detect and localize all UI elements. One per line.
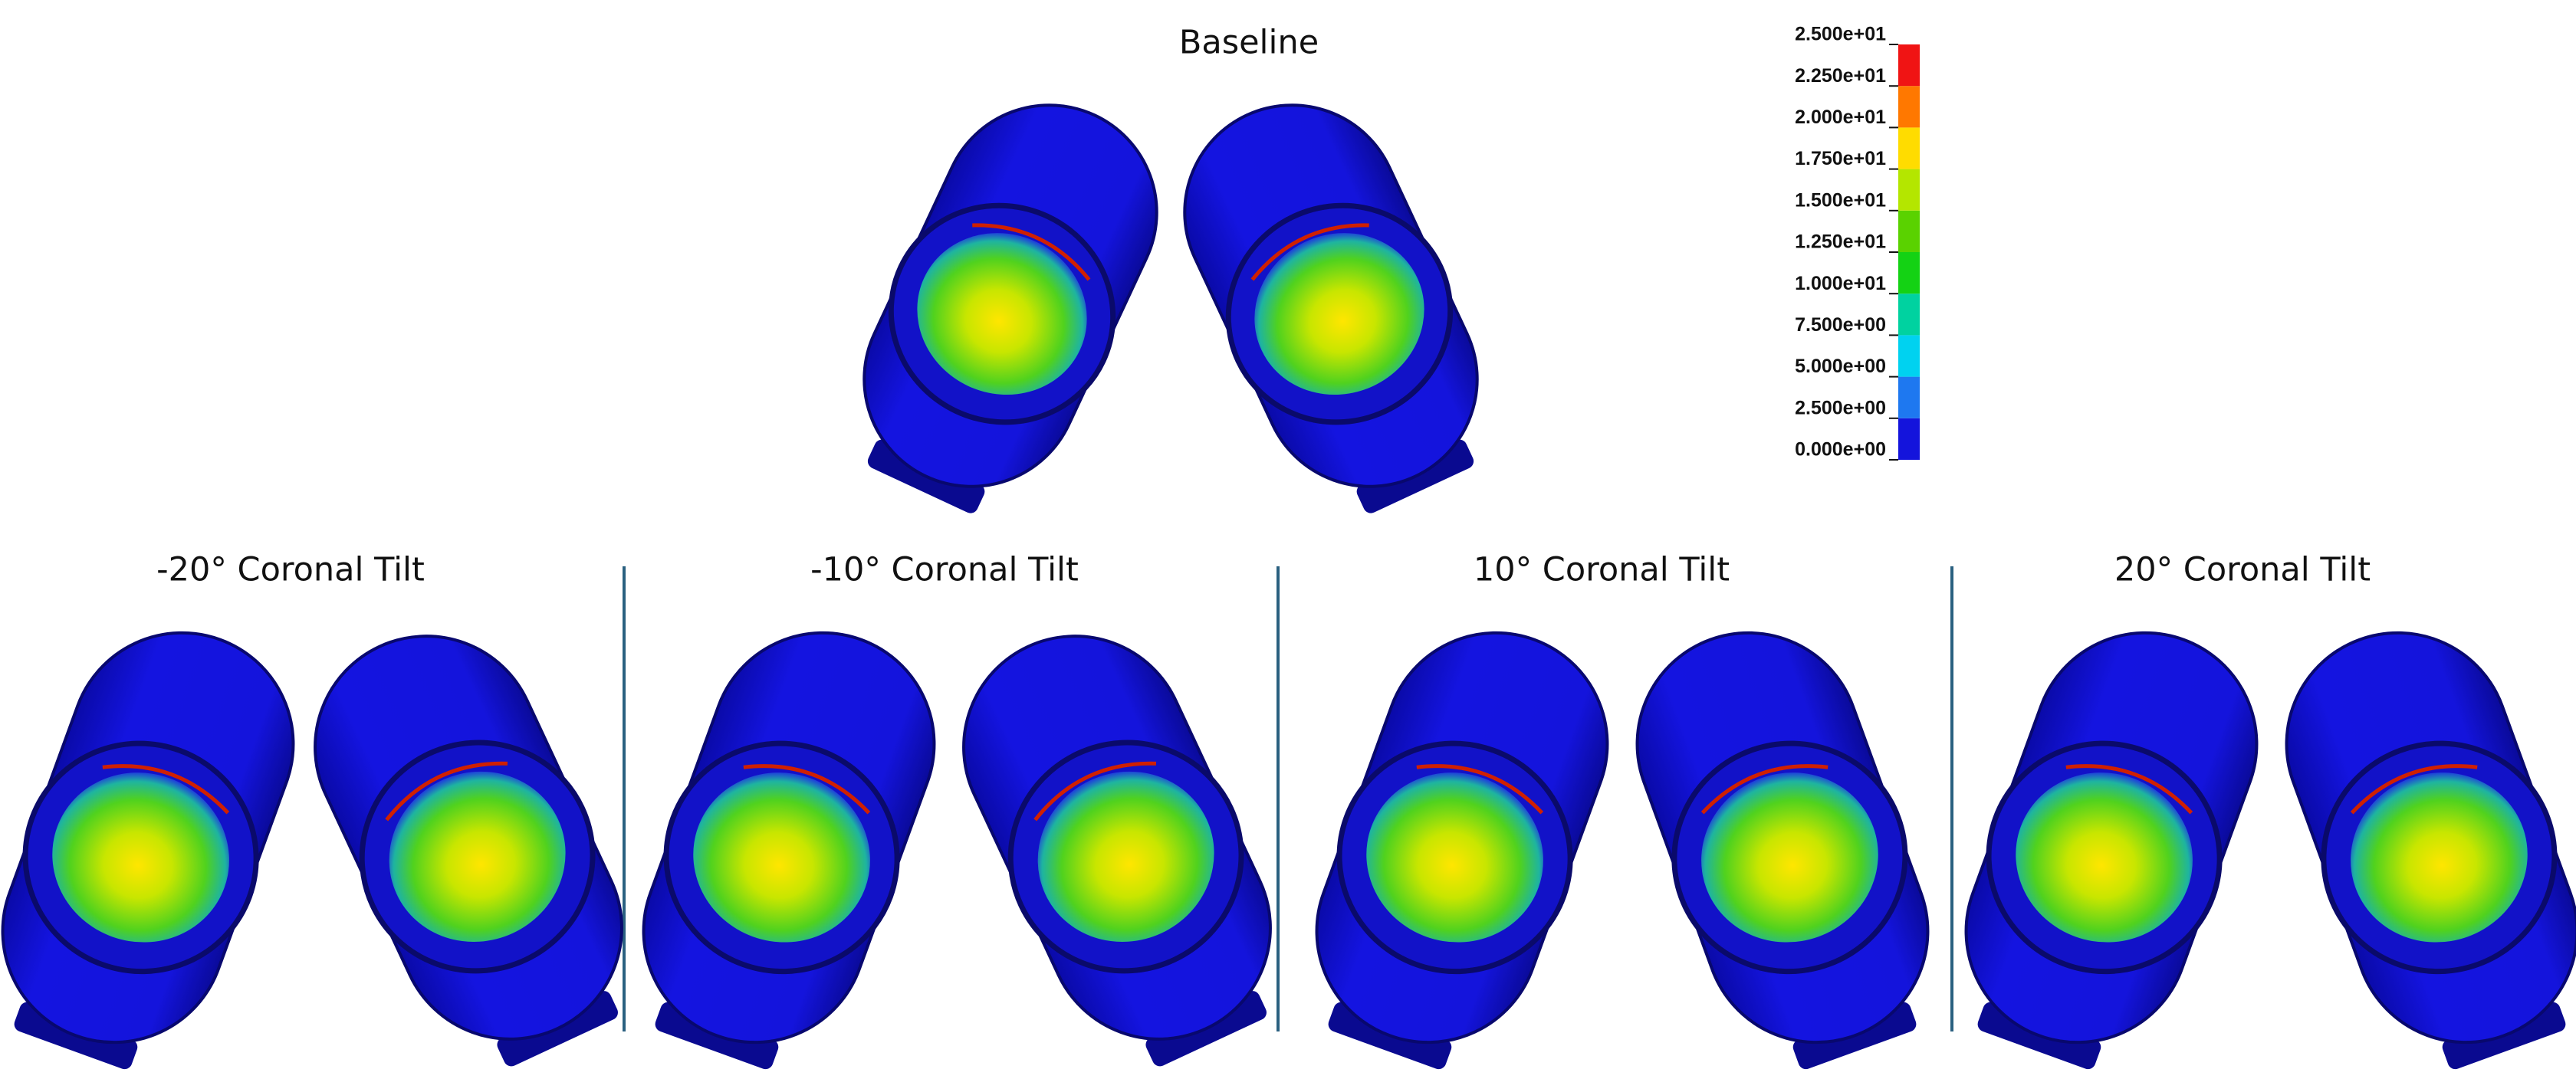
rim-edge: [1033, 761, 1157, 822]
rim-edge: [1250, 223, 1369, 281]
implant: [1964, 631, 2259, 1070]
baseline-title: Baseline: [1179, 24, 1319, 62]
colorbar-label: 1.500e+01: [1795, 189, 1886, 211]
contact-zone: [389, 771, 566, 943]
rim-edge: [1700, 764, 1829, 815]
rim-edge: [1416, 764, 1544, 815]
dividers: [623, 566, 1953, 1031]
implant: [1315, 631, 1609, 1070]
contact-zone: [52, 772, 229, 943]
implant: [1183, 103, 1479, 513]
colorbar-band: [1898, 335, 1920, 377]
colorbar-label: 2.500e+00: [1795, 397, 1886, 418]
contact-zone: [1037, 771, 1214, 943]
colorbar-label: 7.500e+00: [1795, 314, 1886, 336]
implant: [2285, 631, 2576, 1070]
colorbar-label: 2.500e+01: [1795, 24, 1886, 45]
implant: [962, 635, 1272, 1067]
colorbar-band: [1898, 294, 1920, 336]
implant: [1, 631, 295, 1070]
colorbar: 0.000e+00 2.500e+00 5.000e+00 7.500e+00 1.00…: [1795, 24, 1920, 461]
colorbar-band: [1898, 418, 1920, 460]
rim-edge: [2065, 764, 2193, 815]
implant: [642, 631, 936, 1070]
colorbar-band: [1898, 252, 1920, 294]
panel-title: 10° Coronal Tilt: [1474, 551, 1730, 589]
rim-edge: [102, 764, 230, 815]
colorbar-label: 1.000e+01: [1795, 273, 1886, 294]
contact-zone: [2351, 772, 2528, 943]
colorbar-band: [1898, 210, 1920, 252]
contact-zone: [1254, 233, 1424, 395]
colorbar-label: 5.000e+00: [1795, 356, 1886, 377]
implant: [314, 635, 623, 1067]
colorbar-label: 1.750e+01: [1795, 148, 1886, 169]
colorbar-label: 1.250e+01: [1795, 231, 1886, 253]
implant: [1635, 631, 1930, 1070]
colorbar-label: 2.250e+01: [1795, 65, 1886, 87]
panel-title: -20° Coronal Tilt: [156, 551, 425, 589]
colorbar-band: [1898, 86, 1920, 128]
rim-edge: [972, 223, 1091, 281]
contact-zone: [1366, 772, 1543, 943]
implants: [1, 103, 2576, 1070]
contact-zone: [693, 772, 870, 943]
colorbar-band: [1898, 169, 1920, 211]
colorbar-band: [1898, 127, 1920, 169]
panel-title: 20° Coronal Tilt: [2114, 551, 2371, 589]
rim-edge: [743, 764, 871, 815]
colorbar-label: 0.000e+00: [1795, 439, 1886, 461]
colorbar-band: [1898, 44, 1920, 87]
rim-edge: [2350, 764, 2478, 815]
rim-edge: [385, 761, 508, 822]
colorbar-label: 2.000e+01: [1795, 107, 1886, 128]
contact-zone: [1701, 772, 1878, 943]
contact-zone: [917, 233, 1087, 395]
panel-title: -10° Coronal Tilt: [810, 551, 1079, 589]
implant: [863, 103, 1158, 513]
contact-zone: [2016, 772, 2193, 943]
colorbar-band: [1898, 376, 1920, 418]
